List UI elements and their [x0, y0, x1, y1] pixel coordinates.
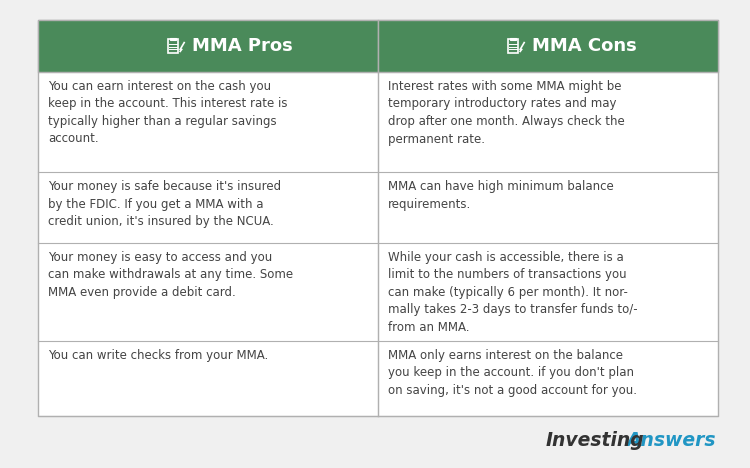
- Text: MMA only earns interest on the balance
you keep in the account. if you don't pla: MMA only earns interest on the balance y…: [388, 349, 637, 397]
- Text: MMA Pros: MMA Pros: [192, 37, 292, 55]
- FancyBboxPatch shape: [170, 38, 176, 40]
- Bar: [38, 20, 378, 72]
- Bar: [378, 20, 718, 72]
- Text: Answers: Answers: [626, 431, 716, 449]
- Text: MMA Cons: MMA Cons: [532, 37, 637, 55]
- Text: Investing: Investing: [545, 431, 644, 449]
- Bar: [38, 20, 718, 416]
- Text: You can write checks from your MMA.: You can write checks from your MMA.: [48, 349, 268, 362]
- Text: Interest rates with some MMA might be
temporary introductory rates and may
drop : Interest rates with some MMA might be te…: [388, 80, 625, 146]
- Text: MMA can have high minimum balance
requirements.: MMA can have high minimum balance requir…: [388, 180, 614, 211]
- Text: Your money is easy to access and you
can make withdrawals at any time. Some
MMA : Your money is easy to access and you can…: [48, 251, 293, 299]
- FancyBboxPatch shape: [511, 38, 515, 40]
- Text: While your cash is accessible, there is a
limit to the numbers of transactions y: While your cash is accessible, there is …: [388, 251, 638, 334]
- Text: You can earn interest on the cash you
keep in the account. This interest rate is: You can earn interest on the cash you ke…: [48, 80, 287, 146]
- Text: Your money is safe because it's insured
by the FDIC. If you get a MMA with a
cre: Your money is safe because it's insured …: [48, 180, 281, 228]
